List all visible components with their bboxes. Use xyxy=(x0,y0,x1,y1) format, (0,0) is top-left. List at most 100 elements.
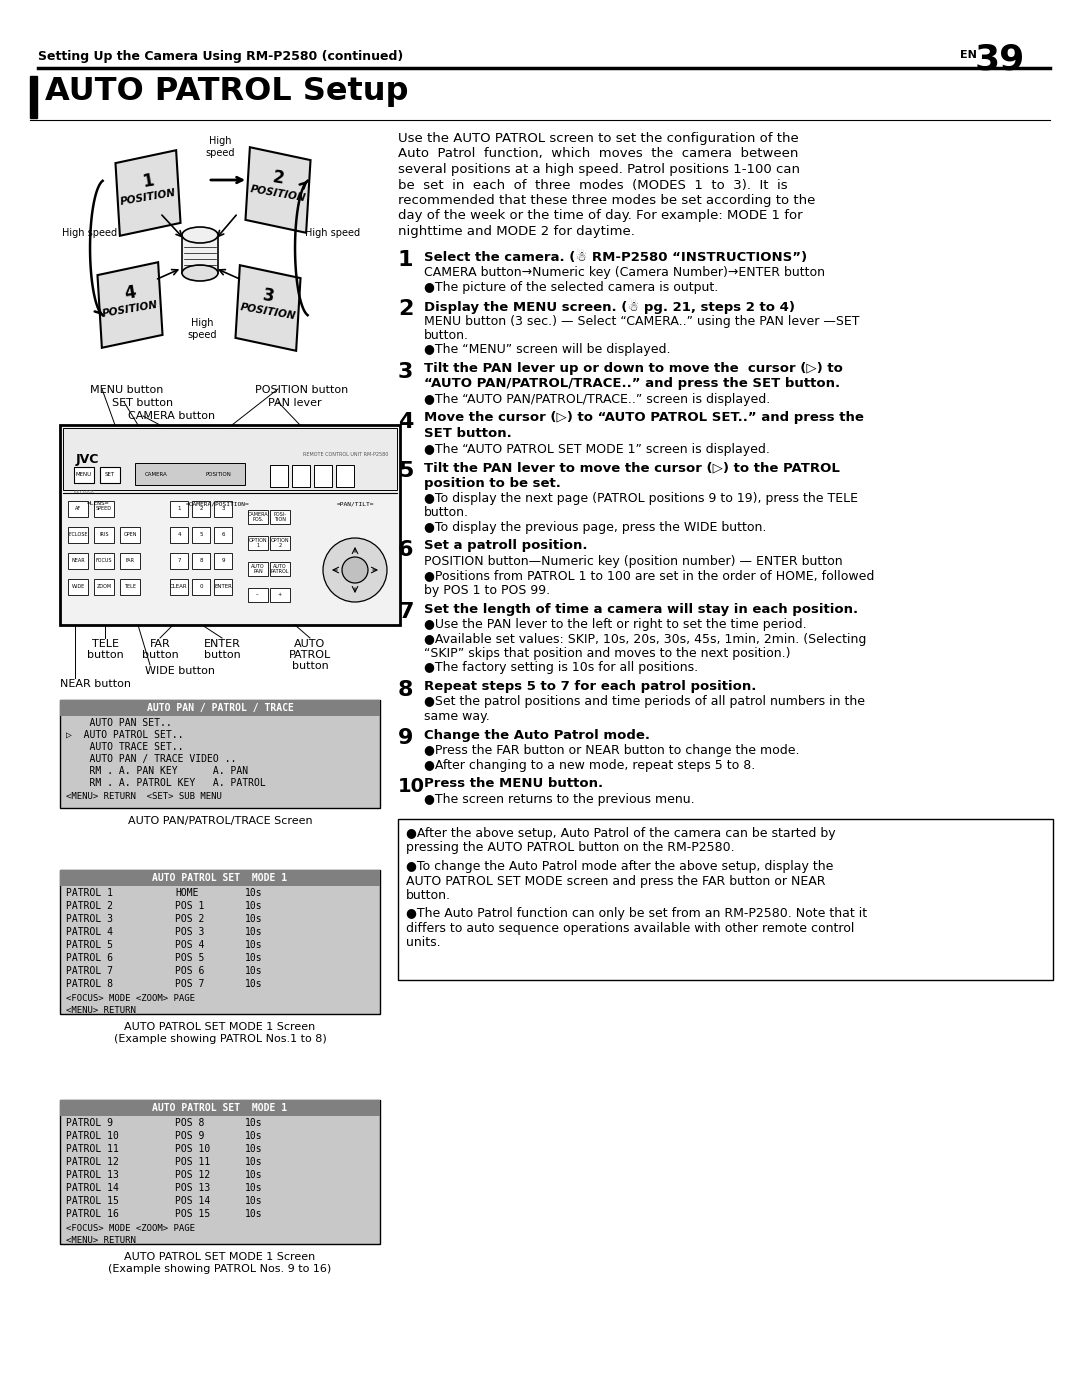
Text: 10s: 10s xyxy=(245,979,262,989)
Text: POS 5: POS 5 xyxy=(175,953,204,963)
Bar xyxy=(94,553,114,569)
Text: 1: 1 xyxy=(399,250,414,271)
Text: PATROL 5: PATROL 5 xyxy=(66,940,113,950)
Text: AUTO TRACE SET..: AUTO TRACE SET.. xyxy=(66,742,184,752)
Text: MENU: MENU xyxy=(76,472,92,478)
Text: PATROL 15: PATROL 15 xyxy=(66,1196,119,1206)
Text: 6: 6 xyxy=(399,539,414,560)
Text: AUTO
PAN: AUTO PAN xyxy=(252,563,265,574)
Bar xyxy=(120,553,140,569)
Text: HOME: HOME xyxy=(175,888,199,898)
Text: AUTO PATROL SET MODE 1 Screen: AUTO PATROL SET MODE 1 Screen xyxy=(124,1023,315,1032)
Text: JVC: JVC xyxy=(76,454,99,467)
Polygon shape xyxy=(116,151,180,236)
Bar xyxy=(270,510,291,524)
Ellipse shape xyxy=(183,265,218,281)
Bar xyxy=(75,467,94,483)
Text: MENU button (3 sec.) — Select “CAMERA..” using the PAN lever —SET: MENU button (3 sec.) — Select “CAMERA..”… xyxy=(424,314,860,327)
Bar xyxy=(192,527,210,543)
Text: Use the AUTO PATROL screen to set the configuration of the: Use the AUTO PATROL screen to set the co… xyxy=(399,131,799,145)
Text: AUTO PAN SET..: AUTO PAN SET.. xyxy=(66,718,172,728)
Text: 0: 0 xyxy=(199,584,203,590)
Text: button.: button. xyxy=(424,507,469,520)
Text: (Example showing PATROL Nos. 9 to 16): (Example showing PATROL Nos. 9 to 16) xyxy=(108,1264,332,1274)
Text: button: button xyxy=(292,661,328,671)
Text: CAMERA: CAMERA xyxy=(145,472,167,476)
Bar xyxy=(192,502,210,517)
Text: ●The “AUTO PAN/PATROL/TRACE..” screen is displayed.: ●The “AUTO PAN/PATROL/TRACE..” screen is… xyxy=(424,393,770,407)
Text: 10: 10 xyxy=(399,777,426,796)
Text: POS 4: POS 4 xyxy=(175,940,204,950)
Bar xyxy=(68,578,87,595)
Polygon shape xyxy=(97,263,162,348)
Bar xyxy=(170,502,188,517)
Text: WIDE button: WIDE button xyxy=(145,666,215,676)
Text: 10s: 10s xyxy=(245,901,262,911)
Text: =CAMERA/POSITION=: =CAMERA/POSITION= xyxy=(186,502,249,506)
Text: POSITION: POSITION xyxy=(120,187,177,207)
Text: RM . A. PATROL KEY   A. PATROL: RM . A. PATROL KEY A. PATROL xyxy=(66,778,266,788)
Text: PATROL 12: PATROL 12 xyxy=(66,1157,119,1166)
Text: POS 15: POS 15 xyxy=(175,1208,211,1220)
Text: SET button: SET button xyxy=(112,398,173,408)
Bar xyxy=(94,578,114,595)
Text: ●The screen returns to the previous menu.: ●The screen returns to the previous menu… xyxy=(424,792,694,806)
Text: 10s: 10s xyxy=(245,1171,262,1180)
Text: ●The “MENU” screen will be displayed.: ●The “MENU” screen will be displayed. xyxy=(424,344,671,356)
Text: High
speed: High speed xyxy=(187,319,217,339)
Text: 3: 3 xyxy=(260,286,275,306)
Text: ●The picture of the selected camera is output.: ●The picture of the selected camera is o… xyxy=(424,281,718,293)
Text: AUTO PAN/PATROL/TRACE Screen: AUTO PAN/PATROL/TRACE Screen xyxy=(127,816,312,826)
Text: AUTO PATROL Setup: AUTO PATROL Setup xyxy=(45,75,408,108)
Ellipse shape xyxy=(183,226,218,243)
Bar xyxy=(120,578,140,595)
Text: 10s: 10s xyxy=(245,940,262,950)
Text: 39: 39 xyxy=(975,43,1025,77)
Text: AUTO PATROL SET  MODE 1: AUTO PATROL SET MODE 1 xyxy=(152,873,287,883)
Text: 10s: 10s xyxy=(245,1208,262,1220)
Text: 2: 2 xyxy=(271,168,285,187)
Bar xyxy=(68,502,87,517)
Bar xyxy=(214,578,232,595)
Text: FOCUS: FOCUS xyxy=(96,559,112,563)
Text: PATROL 8: PATROL 8 xyxy=(66,979,113,989)
Text: PATROL 9: PATROL 9 xyxy=(66,1118,113,1127)
Text: PATROL 11: PATROL 11 xyxy=(66,1144,119,1154)
Text: NEAR: NEAR xyxy=(71,559,85,563)
Text: Tilt the PAN lever to move the cursor (▷) to the PATROL: Tilt the PAN lever to move the cursor (▷… xyxy=(424,461,840,474)
Text: ●Press the FAR button or NEAR button to change the mode.: ●Press the FAR button or NEAR button to … xyxy=(424,745,799,757)
Bar xyxy=(214,527,232,543)
Text: PATROL 2: PATROL 2 xyxy=(66,901,113,911)
Bar xyxy=(248,536,268,550)
Text: POSITION: POSITION xyxy=(249,184,307,204)
Bar xyxy=(170,527,188,543)
Text: PATROL 4: PATROL 4 xyxy=(66,928,113,937)
Text: =LENS=: =LENS= xyxy=(86,502,109,506)
Text: ▷  AUTO PATROL SET..: ▷ AUTO PATROL SET.. xyxy=(66,731,184,740)
Text: High
speed: High speed xyxy=(205,136,234,158)
Bar xyxy=(135,462,245,485)
Text: 10s: 10s xyxy=(245,1132,262,1141)
Text: POS 12: POS 12 xyxy=(175,1171,211,1180)
Text: 3: 3 xyxy=(221,507,225,511)
Text: POS 14: POS 14 xyxy=(175,1196,211,1206)
Text: 10s: 10s xyxy=(245,914,262,923)
Text: High speed: High speed xyxy=(305,228,360,237)
Text: AUTO: AUTO xyxy=(295,638,326,650)
Text: Setting Up the Camera Using RM-P2580 (continued): Setting Up the Camera Using RM-P2580 (co… xyxy=(38,50,403,63)
Text: ●Use the PAN lever to the left or right to set the time period.: ●Use the PAN lever to the left or right … xyxy=(424,617,807,631)
Text: MENU button: MENU button xyxy=(90,386,163,395)
Text: 4: 4 xyxy=(123,284,137,303)
Text: CAMERA button: CAMERA button xyxy=(129,411,215,420)
Bar xyxy=(248,588,268,602)
Text: Select the camera. (☃ RM-P2580 “INSTRUCTIONS”): Select the camera. (☃ RM-P2580 “INSTRUCT… xyxy=(424,250,807,264)
Polygon shape xyxy=(235,265,300,351)
Text: 7: 7 xyxy=(399,602,414,623)
Bar xyxy=(248,510,268,524)
Text: PAN lever: PAN lever xyxy=(268,398,322,408)
Text: button.: button. xyxy=(424,330,469,342)
Text: AUTO PAN / TRACE VIDEO ..: AUTO PAN / TRACE VIDEO .. xyxy=(66,754,237,764)
Bar xyxy=(60,1099,380,1243)
Text: ENTER: ENTER xyxy=(203,638,241,650)
Text: ●Available set values: SKIP, 10s, 20s, 30s, 45s, 1min, 2min. (Selecting: ●Available set values: SKIP, 10s, 20s, 3… xyxy=(424,633,866,645)
